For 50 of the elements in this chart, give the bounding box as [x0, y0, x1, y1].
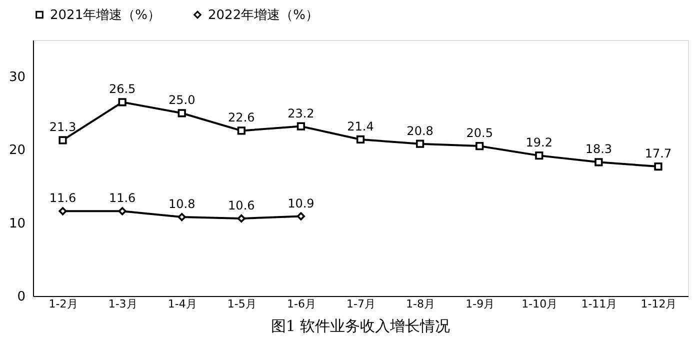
data-label: 23.2: [288, 106, 314, 120]
data-label: 19.2: [526, 136, 552, 150]
y-tick-label: 0: [17, 290, 26, 304]
data-label: 10.6: [228, 198, 255, 212]
data-label: 20.5: [466, 126, 493, 140]
point: [237, 214, 246, 223]
x-tick-label: 1-4月: [168, 298, 197, 310]
data-label: 21.4: [347, 119, 374, 134]
point: [476, 142, 484, 150]
x-tick-label: 1-5月: [227, 298, 256, 310]
x-tick-label: 1-2月: [48, 298, 78, 310]
data-label: 26.5: [108, 82, 136, 96]
x-tick-label: 1-7月: [346, 298, 376, 310]
point: [296, 122, 306, 130]
point: [178, 212, 186, 222]
data-label: 11.6: [108, 191, 136, 206]
data-label: 22.6: [228, 110, 255, 125]
x-tick-label: 1-10月: [522, 298, 558, 310]
data-label: 25.0: [168, 93, 196, 108]
point: [416, 140, 424, 148]
data-label: 10.9: [288, 196, 314, 210]
point: [356, 135, 365, 144]
point: [296, 212, 306, 220]
data-label: 21.3: [49, 120, 76, 134]
text: 图1 软件业务收入增长情况: [270, 317, 450, 335]
y-tick-label: 10: [8, 216, 26, 232]
y-tick-label: 30: [8, 70, 26, 86]
x-tick-label: 1-3月: [108, 298, 138, 310]
point: [178, 109, 186, 118]
point: [594, 158, 603, 166]
data-label: 20.8: [406, 124, 434, 138]
point: [58, 207, 67, 216]
legend-label: 2021年增速（%）: [50, 8, 160, 23]
x-tick-label: 1-11月: [581, 298, 618, 310]
legend-label: 2022年增速（%）: [208, 8, 318, 23]
data-label: 11.6: [49, 191, 76, 206]
point: [118, 207, 126, 216]
x-tick-label: 1-8月: [406, 298, 436, 310]
point: [535, 152, 544, 160]
x-tick-label: 1-6月: [286, 298, 316, 310]
point: [118, 98, 126, 106]
point: [654, 162, 662, 171]
x-tick-label: 1-9月: [466, 298, 495, 310]
point: [58, 136, 67, 144]
x-tick-label: 1-12月: [640, 298, 677, 310]
point: [237, 126, 246, 135]
data-label: 10.8: [168, 197, 196, 212]
data-label: 18.3: [585, 142, 612, 156]
y-tick-label: 20: [8, 143, 26, 158]
data-label: 17.7: [644, 146, 672, 161]
